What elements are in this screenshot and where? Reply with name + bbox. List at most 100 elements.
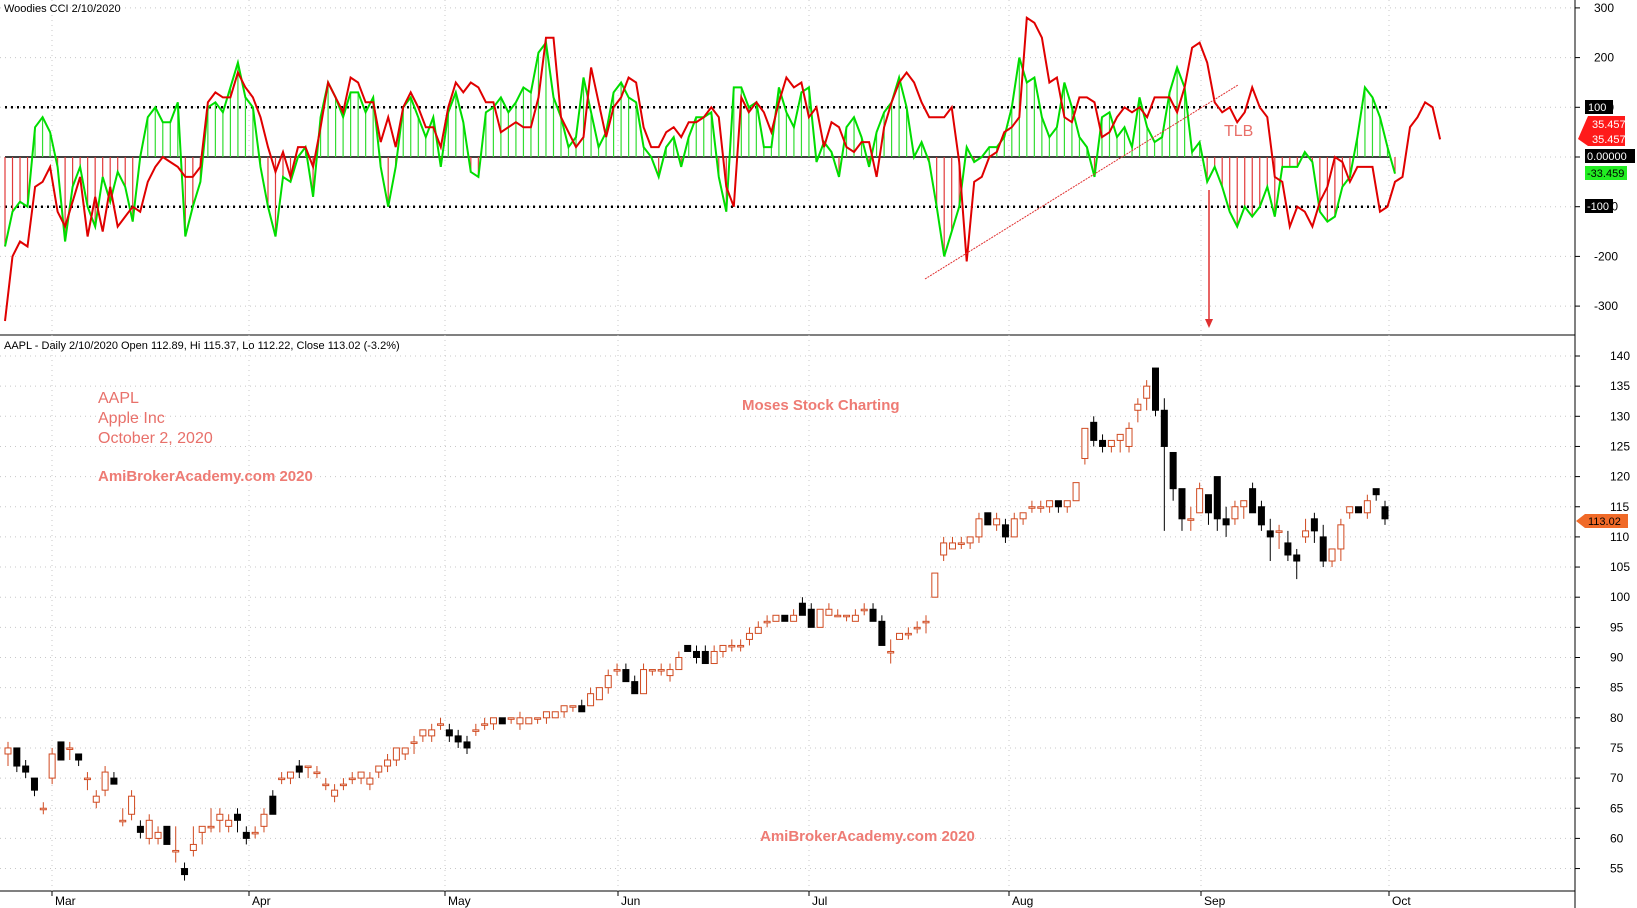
cci-series-red — [4, 16, 1442, 322]
candle-body — [693, 650, 700, 658]
candle-body — [437, 723, 445, 726]
price-tick-label: 135 — [1610, 379, 1630, 393]
x-axis-ticks: Mar Apr May Jun Jul Aug Sep Oct — [51, 891, 1411, 908]
candle-body — [1178, 488, 1186, 520]
candle — [375, 765, 383, 779]
candle-body — [587, 693, 595, 707]
candle — [145, 814, 153, 845]
candle-body — [163, 825, 171, 845]
candle — [1090, 416, 1098, 447]
candle — [384, 753, 392, 773]
candle-body — [445, 729, 453, 737]
candle-body — [1090, 421, 1098, 441]
candle-body — [922, 620, 930, 624]
candle-body — [798, 602, 806, 616]
candle-body — [136, 825, 144, 833]
candle — [225, 814, 233, 833]
candle-body — [1275, 530, 1283, 533]
candle — [1257, 500, 1265, 531]
candle-body — [225, 819, 233, 827]
candle-body — [4, 747, 12, 755]
candle — [604, 669, 612, 694]
candle — [966, 536, 974, 549]
candle-body — [57, 741, 65, 761]
candle-body — [1037, 506, 1045, 509]
candle-body — [993, 518, 1001, 526]
candle — [1355, 506, 1363, 514]
candle — [1054, 500, 1062, 513]
candle — [790, 609, 798, 622]
candle — [922, 615, 930, 634]
candle-body — [366, 777, 374, 785]
cci-lines — [4, 16, 1442, 322]
price-tick-label: 125 — [1610, 439, 1630, 453]
candle — [260, 808, 268, 833]
candle — [737, 639, 745, 652]
candle-body — [666, 669, 674, 677]
candle — [30, 777, 38, 797]
candle-body — [1249, 488, 1257, 514]
candle — [1046, 500, 1054, 513]
annotation-symbol: AAPL — [98, 390, 139, 407]
watermark-left: AmiBrokerAcademy.com 2020 — [98, 468, 313, 485]
candle — [48, 747, 56, 785]
candle — [269, 790, 277, 815]
candle-body — [489, 717, 497, 725]
candle — [1363, 494, 1371, 519]
price-tick-label: 75 — [1610, 741, 1624, 755]
candle-body — [966, 536, 974, 544]
svg-text:-33.459: -33.459 — [1587, 168, 1624, 180]
candle — [1381, 500, 1389, 525]
candle — [957, 536, 965, 549]
price-tag: 113.02 — [1576, 514, 1628, 528]
candle-body — [604, 675, 612, 689]
cci-reference-lines — [5, 106, 1390, 208]
candle — [701, 645, 709, 665]
candle-body — [843, 614, 851, 618]
x-tick-label: May — [448, 894, 471, 908]
candle-body — [1116, 433, 1124, 441]
candle-body — [1355, 506, 1363, 514]
cci-tick-label: 300 — [1594, 1, 1614, 15]
candle-body — [1081, 427, 1089, 460]
candle — [83, 772, 91, 791]
svg-text:113.02: 113.02 — [1588, 516, 1621, 528]
candle-body — [1019, 512, 1027, 520]
candle-body — [1257, 506, 1265, 526]
candle-body — [719, 644, 727, 652]
trendline-tlb[interactable] — [924, 84, 1239, 280]
top-panel-title: Woodies CCI 2/10/2020 — [4, 3, 121, 15]
candle — [172, 826, 180, 863]
candle — [1063, 500, 1071, 513]
price-tick-label: 130 — [1610, 409, 1630, 423]
price-tick-label: 115 — [1610, 500, 1629, 514]
candle — [1116, 433, 1124, 453]
svg-text:-100: -100 — [1587, 201, 1609, 213]
candle-body — [851, 614, 859, 622]
candle — [128, 790, 136, 821]
candle-body — [516, 717, 524, 725]
candle-body — [189, 843, 197, 851]
candle-body — [1302, 530, 1310, 538]
candle — [1275, 524, 1283, 549]
candle-body — [419, 729, 427, 737]
candle — [1001, 518, 1009, 543]
candle — [1081, 427, 1089, 465]
candle — [481, 717, 489, 730]
candle — [631, 675, 639, 695]
candle-body — [869, 608, 877, 622]
candle-body — [304, 765, 312, 769]
cci-tag-upper: 100 — [1585, 100, 1613, 114]
candle-body — [904, 632, 912, 636]
x-tick-label: Sep — [1204, 894, 1226, 908]
candle — [454, 729, 462, 748]
candle — [331, 784, 339, 803]
candle — [993, 512, 1001, 531]
candle — [357, 771, 365, 785]
candle-body — [1169, 451, 1177, 490]
candle — [286, 771, 294, 785]
price-tick-label: 105 — [1610, 560, 1630, 574]
candle-body — [1072, 482, 1080, 502]
candle-body — [1213, 476, 1221, 520]
